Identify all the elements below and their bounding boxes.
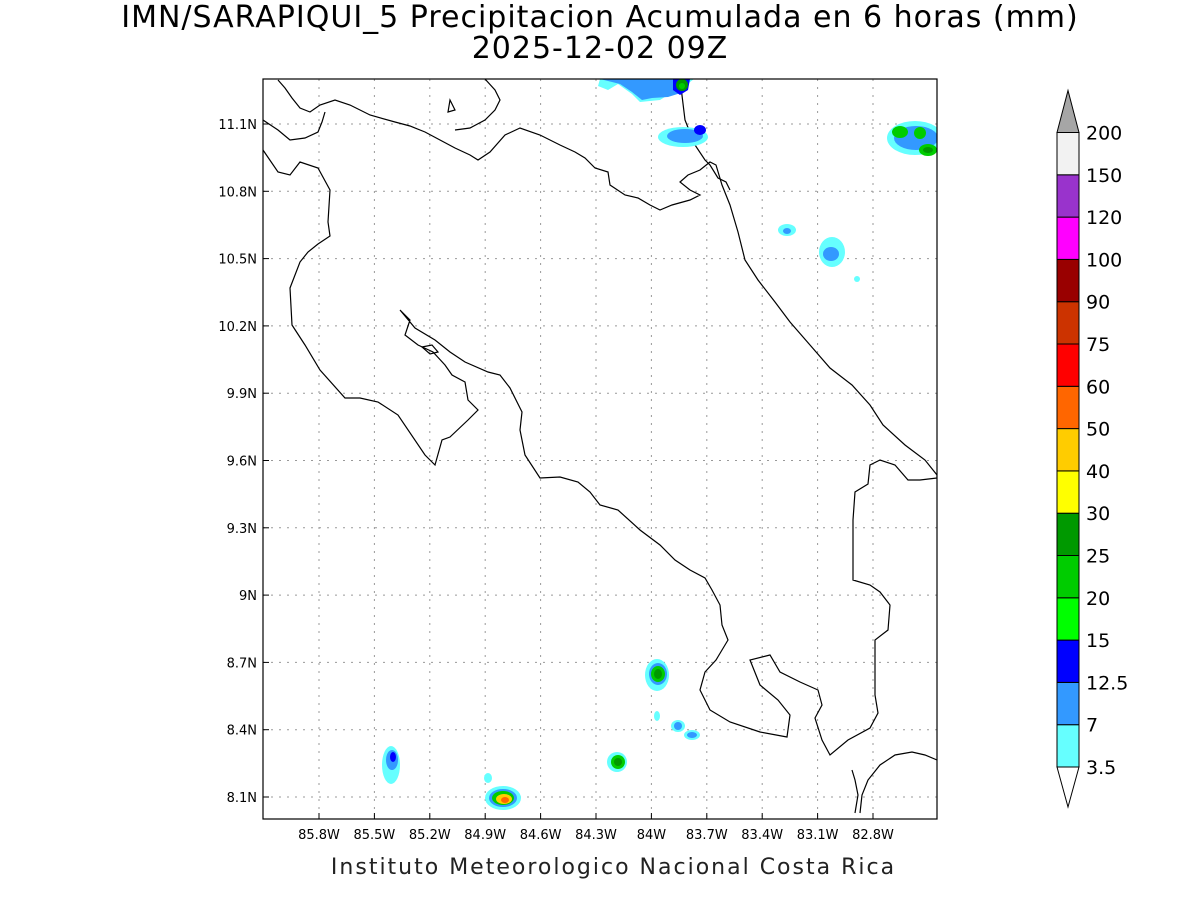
colorbar-upper-arrow	[1056, 88, 1080, 133]
lat-tick-label: 11.1N	[218, 118, 257, 133]
colorbar-label: 20	[1086, 588, 1110, 610]
lat-tick-label: 9.6N	[227, 455, 257, 470]
lat-tick-label: 8.1N	[227, 791, 257, 806]
grid-lines	[263, 79, 937, 819]
colorbar-label: 30	[1086, 503, 1110, 525]
colorbar-label: 75	[1086, 334, 1110, 356]
lat-tick-label: 9.3N	[227, 522, 257, 537]
colorbar-swatch	[1056, 555, 1080, 599]
colorbar-label: 90	[1086, 292, 1110, 314]
colorbar-legend: 3.5 7 12.5 15 20 25 30 40 50 60 75 90 100 120 150 200	[1056, 88, 1128, 809]
colorbar-label: 60	[1086, 376, 1110, 398]
lon-tick-label: 83.7W	[686, 828, 728, 843]
lon-tick-label: 83.1W	[797, 828, 839, 843]
longitude-axis: 85.8W 85.5W 85.2W 84.9W 84.6W 84.3W 84W 83.7W 83…	[298, 813, 894, 843]
colorbar-swatch	[1056, 639, 1080, 683]
lat-tick-label: 9N	[239, 589, 257, 604]
colorbar-swatch	[1056, 512, 1080, 557]
lon-tick-label: 84W	[637, 828, 667, 843]
precipitation-shading	[382, 79, 937, 810]
lat-tick-label: 8.4N	[227, 724, 257, 739]
colorbar-swatch	[1056, 385, 1080, 430]
colorbar-swatch	[1056, 724, 1080, 768]
latitude-axis: 11.1N 10.8N 10.5N 10.2N 9.9N 9.6N 9.3N 9N 8.7N 8.…	[218, 118, 269, 806]
colorbar-swatch	[1056, 174, 1080, 218]
colorbar-swatch	[1056, 597, 1080, 641]
lon-tick-label: 85.8W	[298, 828, 340, 843]
lat-tick-label: 10.5N	[218, 253, 257, 268]
lat-tick-label: 10.8N	[218, 185, 257, 200]
map-title: IMN/SARAPIQUI_5 Precipitacion Acumulada …	[121, 0, 1079, 35]
colorbar-swatch	[1056, 681, 1080, 726]
colorbar-label: 120	[1086, 207, 1122, 229]
colorbar-swatch	[1056, 428, 1080, 472]
colorbar-label: 200	[1086, 123, 1122, 145]
colorbar-label: 25	[1086, 546, 1110, 568]
colorbar-label: 50	[1086, 419, 1110, 441]
colorbar-label: 40	[1086, 461, 1110, 483]
colorbar-label: 12.5	[1086, 672, 1128, 694]
colorbar-swatch	[1056, 258, 1080, 303]
map-datetime: 2025-12-02 09Z	[471, 31, 729, 66]
lon-tick-label: 84.6W	[520, 828, 562, 843]
colorbar-swatch	[1056, 301, 1080, 345]
lon-tick-label: 84.9W	[464, 828, 506, 843]
colorbar-label: 15	[1086, 630, 1110, 652]
lat-tick-label: 8.7N	[227, 656, 257, 671]
colorbar-label: 150	[1086, 165, 1122, 187]
colorbar-swatch	[1056, 470, 1080, 514]
lat-tick-label: 10.2N	[218, 320, 257, 335]
colorbar-label: 7	[1086, 715, 1098, 737]
colorbar-swatch	[1056, 216, 1080, 260]
lon-tick-label: 84.3W	[575, 828, 617, 843]
colorbar-swatch	[1056, 132, 1080, 176]
source-credit: Instituto Meteorologico Nacional Costa R…	[330, 855, 897, 880]
plot-frame	[262, 78, 938, 820]
colorbar-label: 100	[1086, 249, 1122, 271]
lon-tick-label: 82.8W	[852, 828, 894, 843]
lon-tick-label: 83.4W	[741, 828, 783, 843]
colorbar-lower-arrow	[1056, 766, 1080, 809]
coastline-outline	[263, 79, 937, 814]
colorbar-label: 3.5	[1086, 757, 1116, 779]
colorbar-swatch	[1056, 343, 1080, 387]
lon-tick-label: 85.5W	[353, 828, 395, 843]
lon-tick-label: 85.2W	[409, 828, 451, 843]
lat-tick-label: 9.9N	[227, 387, 257, 402]
